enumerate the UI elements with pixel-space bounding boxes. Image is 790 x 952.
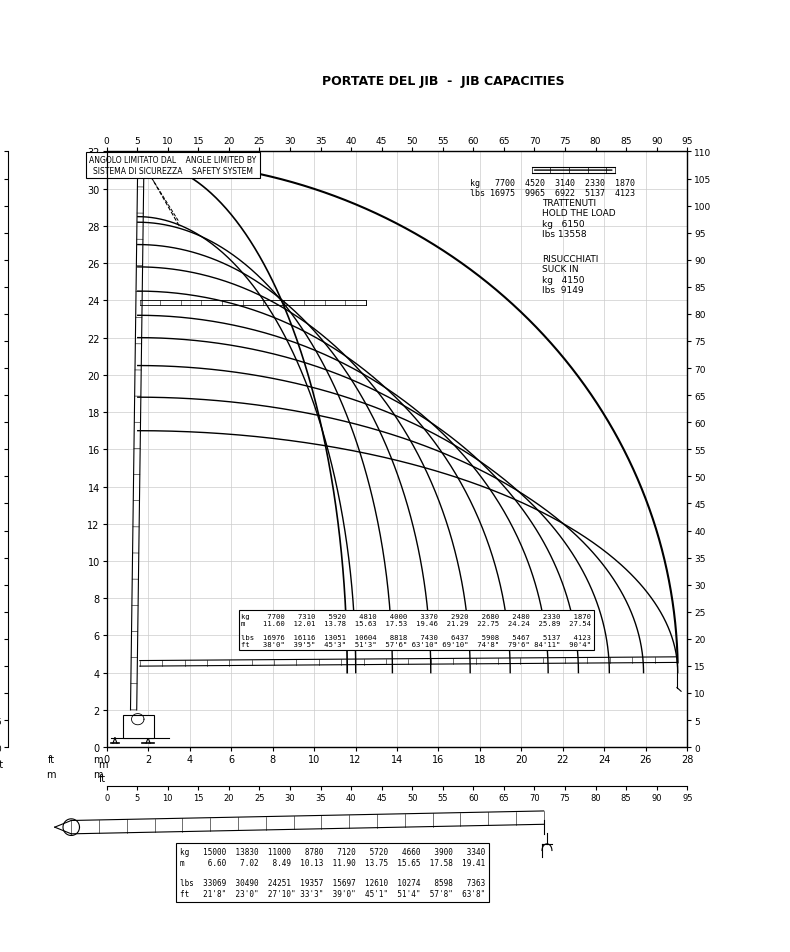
- FancyBboxPatch shape: [123, 716, 154, 738]
- Text: m: m: [98, 760, 107, 769]
- Text: kg    7700   7310   5920   4810   4000   3370   2920   2680   2480   2330   1870: kg 7700 7310 5920 4810 4000 3370 2920 26…: [242, 613, 592, 647]
- Text: m: m: [93, 754, 103, 764]
- Text: kg   7700  4520  3140  2330  1870
lbs 16975  9965  6922  5137  4123: kg 7700 4520 3140 2330 1870 lbs 16975 99…: [469, 178, 634, 198]
- Text: m: m: [93, 769, 103, 779]
- Text: ft: ft: [99, 773, 107, 783]
- Text: ft: ft: [47, 754, 55, 764]
- Text: kg   15000  13830  11000   8780   7120   5720   4660   3900   3340
m     6.60   : kg 15000 13830 11000 8780 7120 5720 4660…: [180, 847, 486, 898]
- Text: ft: ft: [0, 760, 4, 769]
- Text: ANGOLO LIMITATO DAL    ANGLE LIMITED BY
SISTEMA DI SICUREZZA    SAFETY SYSTEM: ANGOLO LIMITATO DAL ANGLE LIMITED BY SIS…: [89, 156, 257, 175]
- Text: m: m: [47, 769, 56, 779]
- Text: TRATTENUTI
HOLD THE LOAD
kg   6150
lbs 13558: TRATTENUTI HOLD THE LOAD kg 6150 lbs 135…: [542, 199, 615, 239]
- Text: PORTATE DEL JIB  -  JIB CAPACITIES: PORTATE DEL JIB - JIB CAPACITIES: [322, 74, 565, 88]
- Text: RISUCCHIATI
SUCK IN
kg   4150
lbs  9149: RISUCCHIATI SUCK IN kg 4150 lbs 9149: [542, 254, 599, 295]
